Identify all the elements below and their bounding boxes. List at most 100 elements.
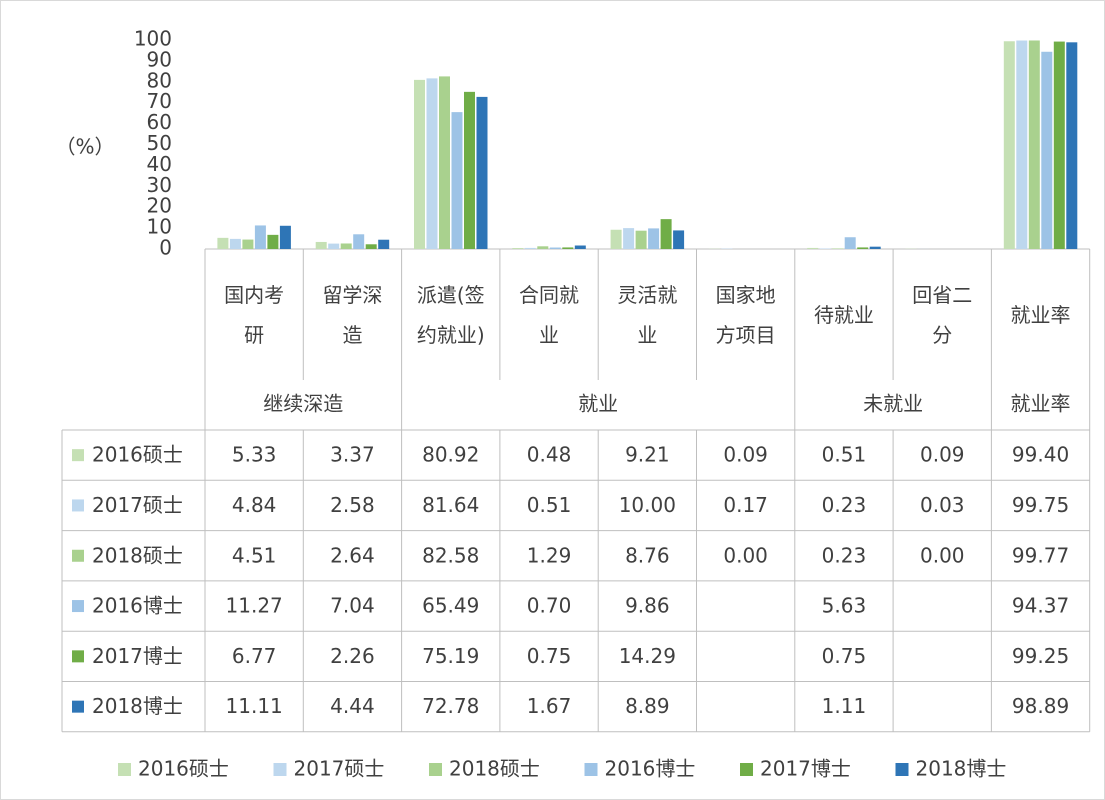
y-tick-label: 70 (147, 89, 172, 113)
table-value: 8.76 (625, 543, 670, 567)
legend-label: 2017博士 (760, 757, 851, 781)
table-value: 94.37 (1012, 594, 1069, 618)
table-value: 1.11 (822, 694, 867, 718)
x-tick-label: 留学深造 (322, 282, 383, 347)
group-label: 就业率 (1011, 392, 1071, 416)
bar (807, 247, 819, 249)
table-value: 1.29 (527, 543, 572, 567)
row-label: 2016博士 (92, 594, 183, 618)
row-label: 2018博士 (92, 694, 183, 718)
legend-key (72, 700, 84, 713)
legend-swatch (429, 763, 442, 776)
bar (1041, 51, 1053, 250)
y-tick-label: 20 (147, 194, 172, 218)
table-value: 7.04 (330, 594, 375, 618)
bar (857, 247, 869, 249)
table-value: 0.51 (527, 493, 572, 517)
row-label: 2016硕士 (92, 443, 183, 467)
table-value: 1.67 (527, 694, 572, 718)
bar (242, 239, 254, 249)
x-tick-label: 合同就业 (519, 282, 580, 347)
x-tick-label: 待就业 (813, 302, 874, 327)
bar (512, 247, 524, 249)
legend-label: 2016博士 (605, 757, 696, 781)
bar (476, 96, 488, 249)
table-value: 0.23 (822, 543, 867, 567)
table-value: 10.00 (619, 493, 676, 517)
y-tick-label: 60 (147, 110, 172, 134)
bar (378, 239, 390, 249)
bar (524, 247, 536, 249)
table-value: 2.58 (330, 493, 375, 517)
table-value: 81.64 (422, 493, 479, 517)
table-value: 98.89 (1012, 694, 1069, 718)
y-axis-label: （%） (55, 135, 114, 159)
bar (844, 237, 856, 249)
table-value: 11.27 (226, 594, 283, 618)
group-label: 就业 (578, 392, 618, 416)
bar (328, 243, 340, 249)
table-value: 4.44 (330, 694, 375, 718)
legend-label: 2017硕士 (294, 757, 385, 781)
table-value: 0.75 (822, 644, 867, 668)
table-value: 99.25 (1012, 644, 1069, 668)
bar (315, 241, 327, 249)
legend-key (72, 499, 84, 512)
table-value: 0.09 (920, 443, 965, 467)
table-value: 0.48 (527, 443, 572, 467)
bar (464, 91, 475, 249)
legend-swatch (273, 763, 287, 776)
bar (1053, 41, 1065, 249)
bar (673, 230, 685, 249)
bar (623, 228, 635, 249)
table-value: 9.86 (625, 594, 670, 618)
row-label: 2018硕士 (92, 543, 183, 567)
legend-key (72, 449, 84, 462)
bar (365, 244, 377, 249)
x-tick-label: 国内考研 (224, 282, 285, 347)
table-value: 0.00 (920, 543, 965, 567)
bar (1016, 40, 1028, 250)
table-value: 0.00 (723, 543, 768, 567)
table-value: 2.26 (330, 644, 375, 668)
legend-label: 2016硕士 (138, 757, 229, 781)
y-tick-label: 100 (134, 27, 172, 51)
bar (229, 238, 241, 249)
bar (279, 225, 291, 249)
y-tick-label: 30 (147, 173, 172, 197)
y-tick-label: 80 (147, 68, 172, 92)
y-tick-label: 40 (147, 152, 172, 176)
bar (1003, 41, 1015, 250)
bar (340, 243, 352, 249)
bar (414, 79, 425, 249)
legend-swatch (895, 763, 909, 776)
legend-swatch (584, 763, 598, 776)
table-value: 0.51 (822, 443, 867, 467)
y-tick-label: 10 (147, 215, 172, 239)
bar (648, 228, 660, 249)
table-value: 80.92 (422, 443, 479, 467)
bar (1028, 40, 1040, 250)
legend-key (72, 650, 84, 663)
bar (660, 219, 672, 249)
bar (562, 247, 574, 249)
table-value: 5.33 (232, 443, 277, 467)
table-value: 0.09 (723, 443, 768, 467)
table-value: 2.64 (330, 543, 375, 567)
group-label: 未就业 (863, 392, 923, 416)
table-value: 0.70 (527, 594, 572, 618)
legend-swatch (740, 763, 753, 776)
x-tick-label: 国家地方项目 (715, 282, 776, 347)
bar (537, 246, 549, 249)
table-value: 99.75 (1012, 493, 1069, 517)
bar (549, 247, 561, 249)
table-value: 3.37 (330, 443, 375, 467)
bar (439, 76, 450, 249)
table-value: 99.77 (1012, 543, 1069, 567)
table-value: 0.75 (527, 644, 572, 668)
table-value: 8.89 (625, 694, 670, 718)
bar (610, 229, 622, 249)
table-value: 99.40 (1012, 443, 1069, 467)
legend-key (72, 600, 84, 613)
